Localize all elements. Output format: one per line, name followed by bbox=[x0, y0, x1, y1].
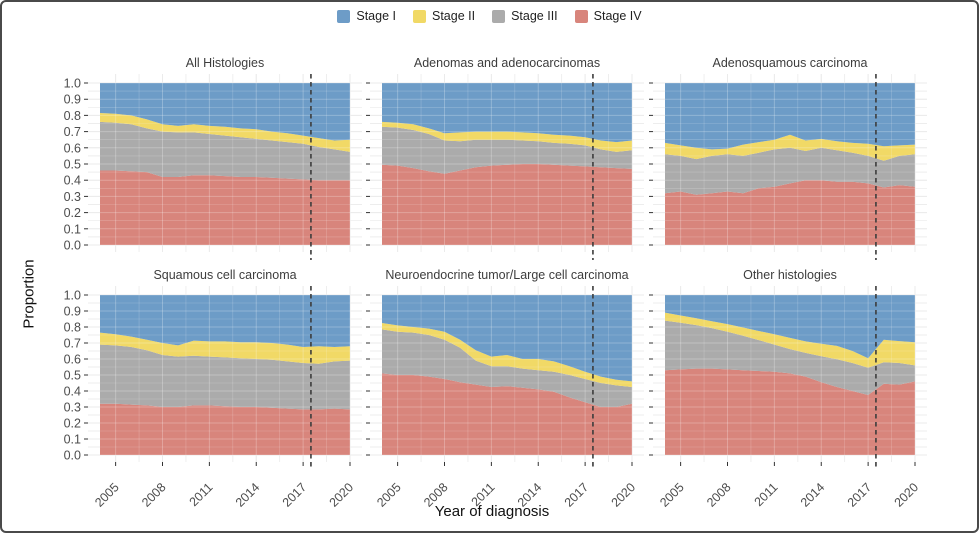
svg-text:0.7: 0.7 bbox=[64, 125, 81, 139]
svg-text:0.5: 0.5 bbox=[64, 369, 81, 383]
svg-text:0.6: 0.6 bbox=[64, 353, 81, 367]
x-axis-title: Year of diagnosis bbox=[434, 503, 550, 520]
svg-text:0.8: 0.8 bbox=[64, 109, 81, 123]
panel-title-other: Other histologies bbox=[743, 268, 837, 282]
svg-text:0.0: 0.0 bbox=[64, 449, 81, 463]
svg-text:0.9: 0.9 bbox=[64, 305, 81, 319]
svg-text:2005: 2005 bbox=[657, 480, 687, 510]
panel-title-neuroendocrine: Neuroendocrine tumor/Large cell carcinom… bbox=[385, 268, 629, 282]
panel-title-adenosquamous: Adenosquamous carcinoma bbox=[712, 56, 868, 70]
svg-text:2020: 2020 bbox=[892, 480, 922, 510]
legend-label-stage-3: Stage III bbox=[511, 9, 558, 23]
svg-text:0.3: 0.3 bbox=[64, 190, 81, 204]
svg-text:2008: 2008 bbox=[139, 480, 169, 510]
legend-label-stage-4: Stage IV bbox=[593, 9, 642, 23]
panel-title-squamous: Squamous cell carcinoma bbox=[153, 268, 297, 282]
svg-text:0.3: 0.3 bbox=[64, 401, 81, 415]
svg-text:0.4: 0.4 bbox=[64, 174, 81, 188]
legend-item-stage-3: Stage III bbox=[492, 9, 558, 23]
svg-text:0.2: 0.2 bbox=[64, 206, 81, 220]
svg-text:2014: 2014 bbox=[798, 480, 828, 510]
legend-swatch-stage-4 bbox=[574, 9, 588, 23]
svg-text:0.7: 0.7 bbox=[64, 337, 81, 351]
legend-label-stage-1: Stage I bbox=[356, 9, 396, 23]
svg-text:0.6: 0.6 bbox=[64, 141, 81, 155]
svg-text:2011: 2011 bbox=[187, 480, 216, 509]
legend-label-stage-2: Stage II bbox=[432, 9, 476, 23]
legend-swatch-stage-2 bbox=[413, 9, 426, 23]
svg-text:0.8: 0.8 bbox=[64, 321, 81, 335]
svg-text:0.4: 0.4 bbox=[64, 385, 81, 399]
legend: Stage I Stage II Stage III Stage IV bbox=[2, 9, 977, 23]
svg-text:2014: 2014 bbox=[233, 480, 263, 510]
panel-title-adenomas: Adenomas and adenocarcinomas bbox=[413, 56, 601, 70]
panel-title-all-histologies: All Histologies bbox=[185, 56, 265, 70]
legend-swatch-stage-1 bbox=[337, 9, 351, 23]
legend-item-stage-1: Stage I bbox=[337, 9, 396, 23]
svg-text:1.0: 1.0 bbox=[64, 289, 81, 303]
svg-text:0.9: 0.9 bbox=[64, 93, 81, 107]
svg-text:2017: 2017 bbox=[280, 480, 310, 510]
legend-item-stage-4: Stage IV bbox=[574, 9, 642, 23]
legend-swatch-stage-3 bbox=[492, 9, 506, 23]
svg-text:0.0: 0.0 bbox=[64, 239, 81, 253]
legend-item-stage-2: Stage II bbox=[413, 9, 475, 23]
svg-text:0.1: 0.1 bbox=[64, 222, 81, 236]
svg-text:2011: 2011 bbox=[752, 480, 781, 509]
y-axis-title: Proportion bbox=[20, 259, 38, 329]
svg-text:0.5: 0.5 bbox=[64, 158, 81, 172]
svg-text:0.1: 0.1 bbox=[64, 433, 81, 447]
svg-text:1.0: 1.0 bbox=[64, 77, 81, 91]
svg-text:2017: 2017 bbox=[845, 480, 875, 510]
svg-text:2005: 2005 bbox=[92, 480, 122, 510]
svg-text:0.2: 0.2 bbox=[64, 417, 81, 431]
svg-text:2008: 2008 bbox=[704, 480, 734, 510]
